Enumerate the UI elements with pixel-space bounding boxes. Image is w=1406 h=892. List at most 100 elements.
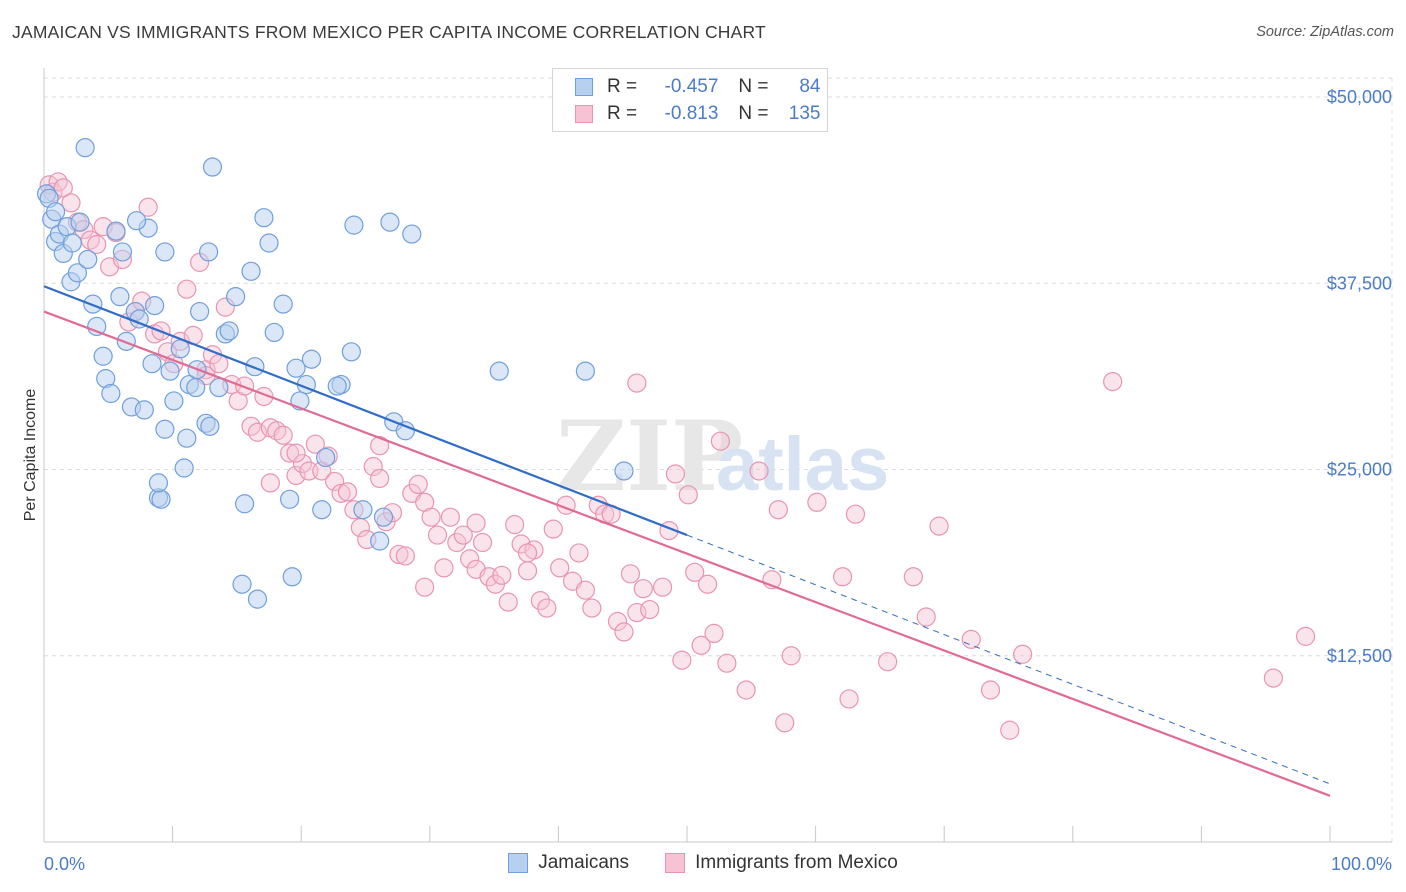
trend-lines bbox=[43, 285, 1331, 797]
mexico-point bbox=[781, 646, 801, 666]
mexico-point bbox=[87, 234, 107, 255]
series-legend-mexico: Immigrants from Mexico bbox=[665, 852, 898, 874]
mexico-point bbox=[807, 492, 827, 512]
mexico-point bbox=[633, 579, 653, 599]
mexico-point bbox=[517, 561, 538, 581]
tick-labels: $12,500 $25,000 $37,500 $50,000 0.0% 100.0% bbox=[44, 87, 1392, 874]
mexico-point bbox=[607, 611, 628, 632]
jamaican-point bbox=[312, 500, 332, 520]
jamaican-point bbox=[160, 361, 180, 381]
mexico-point bbox=[517, 543, 538, 563]
mexico-point bbox=[543, 519, 563, 539]
jamaican-point bbox=[148, 473, 169, 493]
jamaican-point bbox=[155, 419, 175, 439]
mexico-point bbox=[845, 504, 866, 524]
mexico-point bbox=[665, 464, 686, 484]
jamaican-point bbox=[273, 294, 293, 314]
series-swatch-mexico bbox=[665, 853, 686, 873]
mexico-point bbox=[177, 279, 197, 299]
mexico-point bbox=[325, 471, 345, 492]
mexico-point bbox=[337, 482, 358, 502]
mexico-point bbox=[260, 473, 280, 493]
mexico-point bbox=[685, 562, 705, 582]
mexico-point bbox=[833, 567, 853, 587]
mexico-point bbox=[903, 567, 923, 587]
jamaican-point bbox=[87, 316, 107, 337]
mexico-point bbox=[447, 532, 467, 553]
legend-row-jamaicans: R = -0.457 N = 84 bbox=[575, 74, 821, 100]
series-name-jamaicans: Jamaicans bbox=[538, 852, 630, 873]
mexico-points bbox=[39, 172, 1316, 740]
mexico-point bbox=[569, 543, 589, 563]
jamaican-point bbox=[286, 358, 306, 378]
mexico-point bbox=[929, 516, 949, 536]
x-tick-label: 100.0% bbox=[1331, 854, 1392, 874]
mexico-point bbox=[961, 629, 981, 649]
watermark-atlas: atlas bbox=[716, 422, 889, 507]
mexico-point bbox=[427, 525, 448, 545]
jamaican-point bbox=[75, 138, 95, 158]
mexico-trend-line bbox=[43, 310, 1331, 797]
mexico-point bbox=[370, 436, 390, 456]
mexico-point bbox=[286, 465, 306, 486]
mexico-point bbox=[575, 580, 596, 600]
legend-swatch-mexico bbox=[575, 105, 593, 123]
jamaican-point bbox=[264, 322, 284, 343]
mexico-point bbox=[415, 577, 435, 597]
jamaican-point bbox=[280, 489, 300, 509]
y-tick-label: $12,500 bbox=[1327, 646, 1392, 666]
jamaican-point bbox=[67, 263, 88, 283]
mexico-point bbox=[492, 565, 512, 585]
jamaican-point bbox=[395, 421, 415, 441]
jamaican-point bbox=[489, 361, 509, 381]
jamaican-point bbox=[62, 233, 82, 253]
legend-r-label: R = bbox=[607, 76, 638, 97]
mexico-point bbox=[627, 373, 647, 393]
y-tick-label: $37,500 bbox=[1327, 273, 1392, 293]
mexico-point bbox=[1000, 720, 1020, 740]
mexico-point bbox=[505, 515, 525, 535]
jamaican-point bbox=[316, 447, 336, 468]
jamaican-point bbox=[101, 383, 121, 404]
y-tick-label: $25,000 bbox=[1327, 460, 1392, 480]
mexico-point bbox=[440, 507, 460, 527]
mexico-point bbox=[620, 564, 641, 584]
jamaican-point bbox=[142, 354, 162, 374]
jamaican-point bbox=[199, 242, 219, 262]
jamaican-point bbox=[241, 261, 261, 281]
mexico-point bbox=[691, 635, 711, 655]
mexico-point bbox=[614, 622, 634, 642]
mexico-point bbox=[697, 574, 718, 594]
jamaican-point bbox=[110, 287, 130, 307]
mexico-point bbox=[1013, 644, 1033, 664]
mexico-point bbox=[640, 599, 660, 620]
jamaican-point bbox=[226, 287, 246, 307]
legend-row-mexico: R = -0.813 N = 135 bbox=[575, 101, 821, 127]
mexico-point bbox=[280, 443, 300, 463]
mexico-point bbox=[453, 525, 473, 545]
jamaican-point bbox=[151, 489, 171, 509]
mexico-point bbox=[305, 434, 325, 454]
legend-r-value: -0.813 bbox=[664, 103, 719, 124]
mexico-point bbox=[421, 507, 441, 527]
mexico-point bbox=[749, 461, 769, 481]
mexico-point bbox=[537, 598, 557, 618]
legend-r-value: -0.457 bbox=[664, 76, 719, 97]
jamaican-point bbox=[341, 342, 361, 362]
mexico-point bbox=[1263, 668, 1284, 688]
jamaican-point bbox=[186, 377, 206, 398]
jamaican-point bbox=[254, 208, 274, 228]
mexico-point bbox=[916, 607, 936, 627]
mexico-point bbox=[582, 598, 602, 618]
legend-n-label: N = bbox=[738, 76, 769, 97]
mexico-point bbox=[460, 549, 480, 569]
mexico-point bbox=[768, 500, 788, 520]
jamaican-point bbox=[235, 494, 255, 514]
jamaican-point bbox=[373, 507, 394, 527]
mexico-point bbox=[980, 680, 1001, 700]
mexico-point bbox=[704, 623, 724, 644]
watermark-zip: ZIP bbox=[556, 400, 743, 513]
x-tick-label: 0.0% bbox=[44, 854, 85, 874]
mexico-point bbox=[652, 577, 673, 597]
